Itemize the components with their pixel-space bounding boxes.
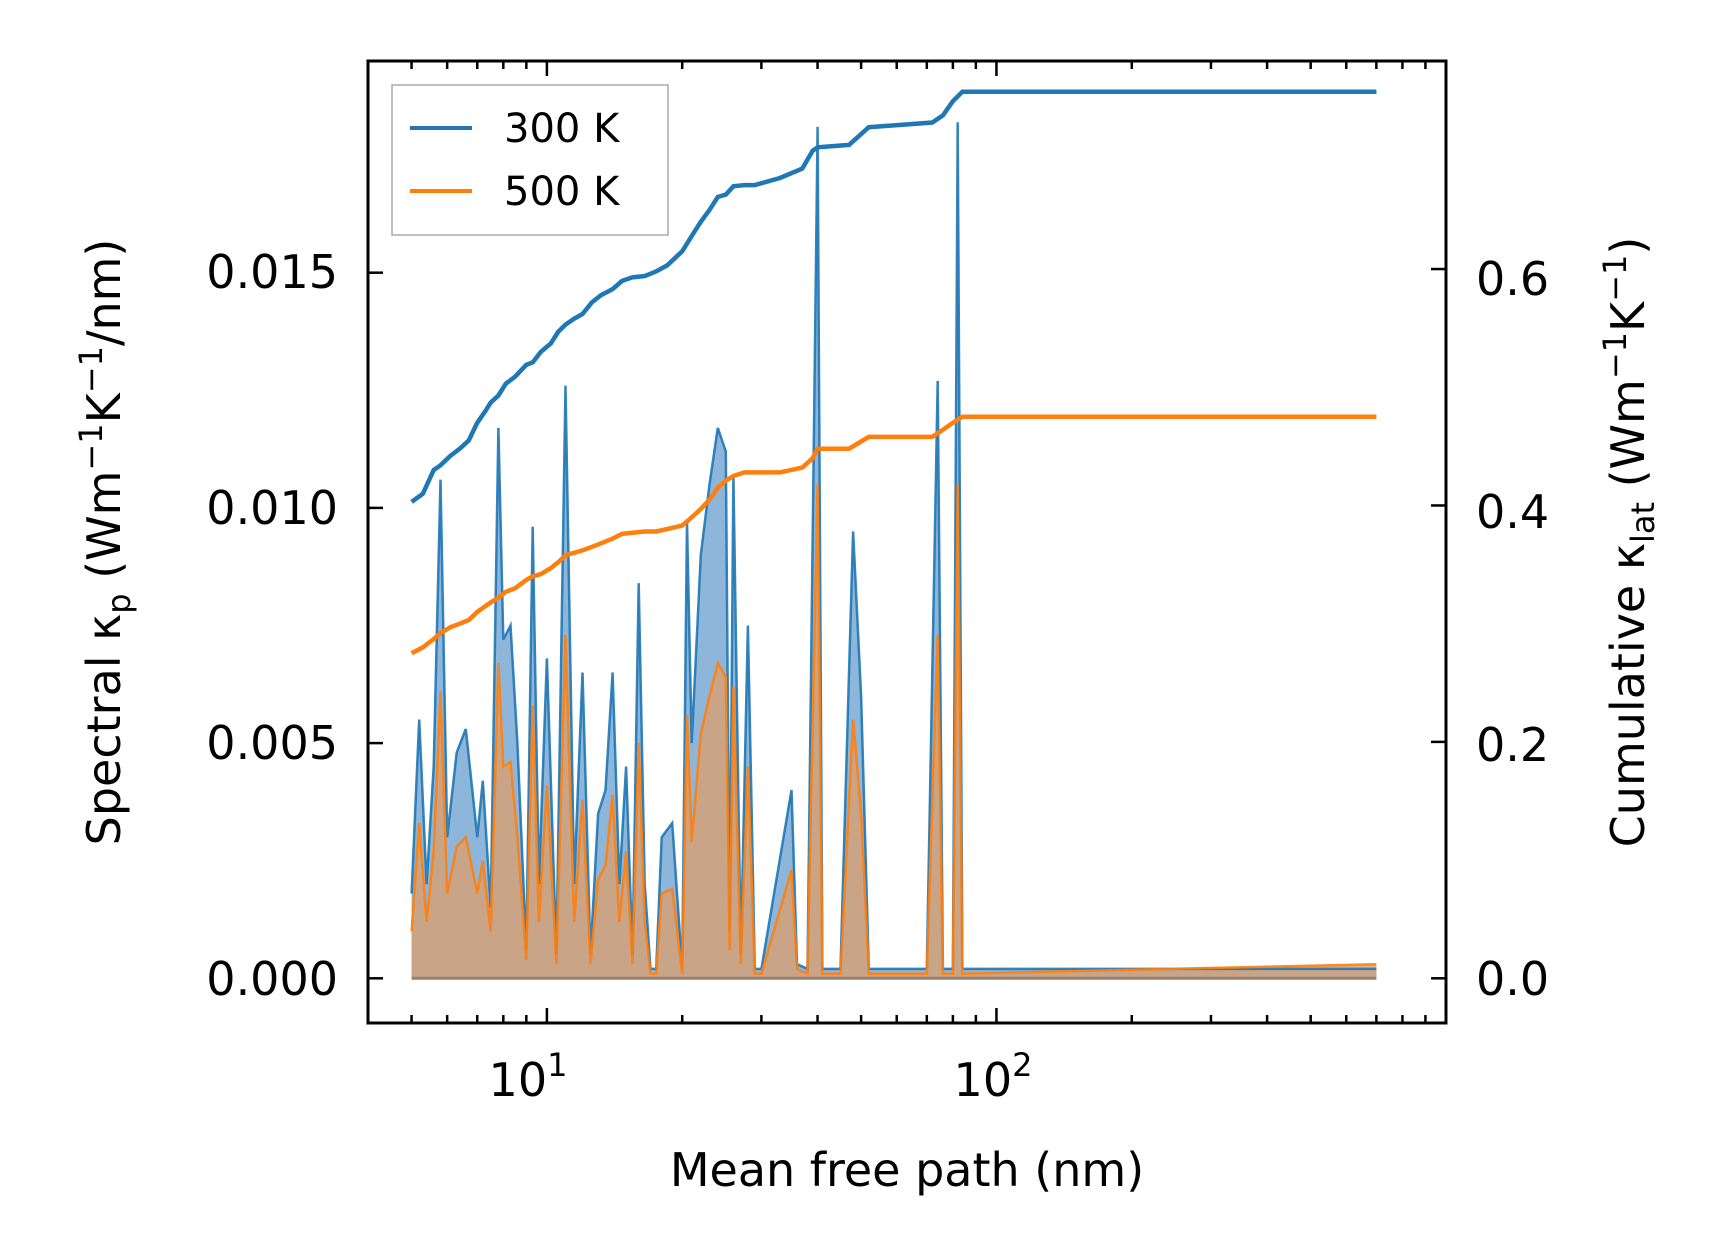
legend: 300 K 500 K	[391, 84, 669, 236]
cumulative-line-500k	[410, 414, 1377, 656]
spectral-area-500k	[411, 484, 1377, 979]
plot-frame	[366, 59, 1448, 1025]
legend-box	[391, 84, 669, 236]
spectral-line-300k	[410, 122, 1377, 971]
left-y-tick-label-0: 0.000	[206, 952, 338, 1006]
x-axis-label: Mean free path (nm)	[670, 1143, 1144, 1197]
left-y-tick-label-1: 0.005	[206, 716, 338, 770]
left-y-axis-label: Spectral κp (Wm−1K−1/nm)	[72, 239, 138, 846]
right-y-tick-label-3: 0.6	[1476, 252, 1549, 306]
x-tick-label-10: 101	[489, 1046, 568, 1107]
right-y-tick-label-2: 0.4	[1476, 485, 1549, 539]
legend-label-500k: 500 K	[504, 169, 621, 215]
cumulative-line-300k	[410, 89, 1377, 504]
series-layer	[410, 89, 1377, 980]
x-tick-label-100: 102	[954, 1046, 1033, 1107]
right-y-tick-label-0: 0.0	[1476, 952, 1549, 1006]
right-y-axis-label: Cumulative κlat (Wm−1K−1)	[1596, 237, 1662, 848]
spectral-line-500k	[410, 484, 1377, 976]
left-y-tick-label-2: 0.010	[206, 481, 338, 535]
left-y-tick-label-3: 0.015	[206, 245, 338, 299]
right-y-tick-label-1: 0.2	[1476, 718, 1549, 772]
legend-label-300k: 300 K	[504, 106, 621, 152]
